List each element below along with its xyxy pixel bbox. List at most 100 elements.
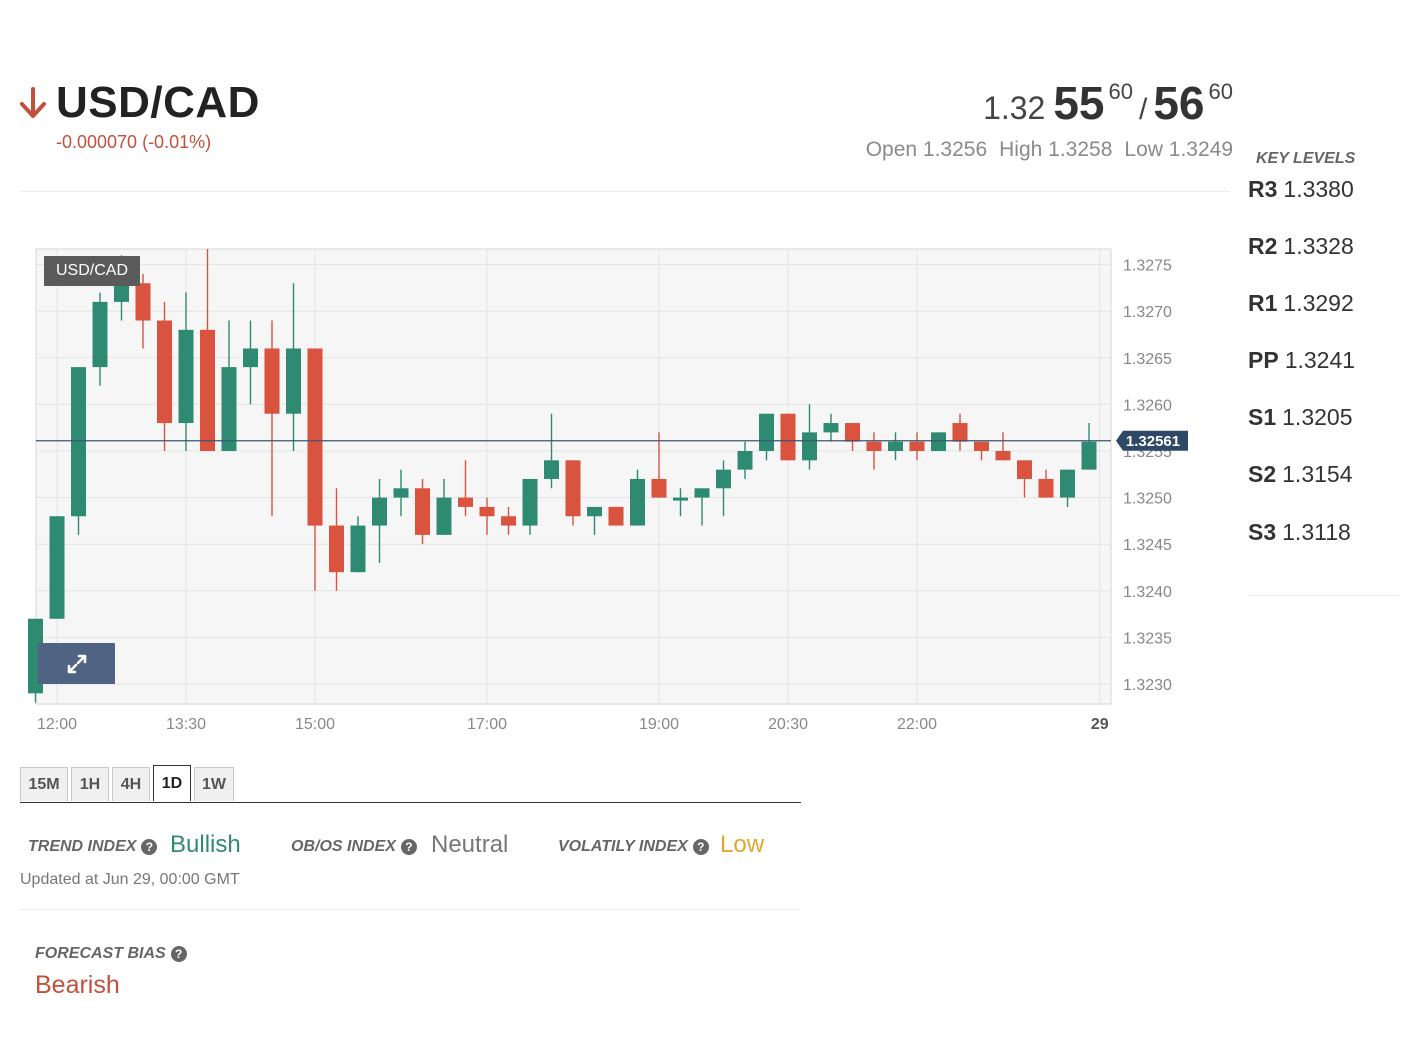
ask-pip: 60 (1208, 79, 1233, 104)
y-tick-label: 1.3275 (1123, 258, 1172, 275)
forecast-bias-value: Bearish (35, 971, 120, 999)
candle-body (608, 506, 624, 526)
candle-body (92, 301, 108, 368)
candle-body (157, 320, 172, 424)
y-tick-label: 1.3270 (1123, 304, 1172, 321)
candle-body (135, 283, 151, 321)
obos-index-text: OB/OS INDEX (291, 838, 396, 855)
bid-big: 55 (1053, 77, 1105, 129)
low-value: Low 1.3249 (1124, 138, 1233, 161)
key-level-s3: S3 1.3118 (1248, 519, 1351, 546)
ohl-row: Open 1.3256 High 1.3258 Low 1.3249 (854, 138, 1233, 162)
chart-symbol-tag: USD/CAD (44, 256, 140, 286)
help-icon[interactable]: ? (692, 839, 709, 855)
candle-body (49, 516, 65, 619)
candle-body (931, 432, 946, 451)
key-level-label: PP (1248, 347, 1279, 373)
key-level-label: S1 (1248, 404, 1277, 430)
help-icon[interactable]: ? (170, 946, 187, 962)
expand-chart-button[interactable] (38, 643, 115, 684)
x-tick-label: 12:00 (37, 716, 77, 733)
candle-body (565, 460, 581, 517)
trend-index-text: TREND INDEX (28, 838, 137, 855)
help-icon[interactable]: ? (141, 839, 158, 855)
candle-body (329, 525, 344, 573)
y-tick-label: 1.3230 (1123, 677, 1172, 694)
candle-body (1017, 460, 1032, 479)
candlestick-chart[interactable]: 1.32301.32351.32401.32451.32501.32551.32… (0, 230, 1200, 750)
y-tick-label: 1.3260 (1123, 397, 1172, 414)
tab-1w[interactable]: 1W (194, 767, 234, 801)
forecast-bias-text: FORECAST BIAS (35, 945, 166, 962)
candle-body (522, 478, 538, 526)
candle-body (307, 348, 323, 526)
high-value: High 1.3258 (999, 138, 1113, 161)
tabs-underline (20, 802, 801, 803)
candle-body (759, 413, 774, 451)
x-tick-label: 22:00 (897, 716, 937, 733)
key-level-value: 1.3292 (1283, 290, 1354, 316)
arrow-down-icon (20, 87, 46, 118)
key-level-value: 1.3205 (1282, 404, 1353, 430)
candle-body (952, 423, 968, 442)
y-tick-label: 1.3265 (1123, 351, 1172, 368)
obos-index-label: OB/OS INDEX? (291, 838, 417, 856)
current-price-tag (1116, 430, 1188, 451)
key-levels-divider (1248, 595, 1398, 596)
help-icon[interactable]: ? (400, 839, 417, 855)
key-level-label: S2 (1248, 461, 1277, 487)
header-divider (20, 191, 1230, 192)
candle-body (845, 423, 860, 442)
y-tick-label: 1.3235 (1123, 630, 1172, 647)
tab-1h[interactable]: 1H (71, 767, 109, 801)
candle-body (178, 329, 194, 424)
key-level-r2: R2 1.3328 (1248, 233, 1354, 260)
candle-body (114, 283, 129, 302)
updated-timestamp: Updated at Jun 29, 00:00 GMT (20, 871, 240, 888)
candle-body (1081, 441, 1097, 470)
candle-body (737, 451, 753, 470)
current-price-label: 1.32561 (1126, 433, 1180, 450)
trend-index-value: Bullish (170, 831, 241, 858)
quote-price: 1.32 55 60/56 60 (983, 76, 1233, 130)
bid-pip: 60 (1108, 79, 1133, 104)
key-level-label: S3 (1248, 519, 1277, 545)
y-tick-label: 1.3245 (1123, 537, 1172, 554)
candle-body (350, 525, 366, 573)
price-separator: / (1139, 93, 1148, 126)
candle-body (866, 441, 882, 451)
tab-1d[interactable]: 1D (153, 765, 191, 801)
candle-body (995, 451, 1011, 461)
price-change: -0.000070 (-0.01%) (56, 132, 212, 152)
trend-index-label: TREND INDEX? (28, 838, 158, 856)
tab-15m[interactable]: 15M (20, 767, 68, 801)
candle-body (243, 348, 258, 368)
timeframe-tabs: 15M 1H 4H 1D 1W (20, 765, 237, 801)
ask-big: 56 (1153, 77, 1205, 129)
candle-body (888, 441, 903, 451)
candle-body (909, 441, 925, 451)
candle-body (264, 348, 280, 414)
volatility-index-text: VOLATILY INDEX (558, 838, 688, 855)
candle-body (1060, 469, 1075, 498)
candle-body (651, 478, 667, 498)
expand-icon (67, 654, 86, 673)
key-level-label: R2 (1248, 233, 1278, 259)
key-level-value: 1.3154 (1282, 461, 1353, 487)
forecast-bias-label: FORECAST BIAS? (35, 945, 187, 963)
key-level-pp: PP 1.3241 (1248, 347, 1355, 374)
tab-4h[interactable]: 4H (112, 767, 150, 801)
key-level-s1: S1 1.3205 (1248, 404, 1353, 431)
x-tick-label: 20:30 (768, 716, 808, 733)
bid-prefix: 1.32 (983, 90, 1046, 126)
candle-body (587, 506, 602, 517)
candle-body (415, 488, 430, 535)
candle-body (1038, 478, 1054, 498)
key-level-r3: R3 1.3380 (1248, 176, 1354, 203)
candle-body (372, 497, 387, 526)
candle-body (286, 348, 301, 414)
key-level-value: 1.3241 (1284, 347, 1356, 373)
candle-body (630, 478, 645, 526)
key-level-value: 1.3380 (1283, 176, 1354, 202)
key-level-s2: S2 1.3154 (1248, 461, 1353, 488)
